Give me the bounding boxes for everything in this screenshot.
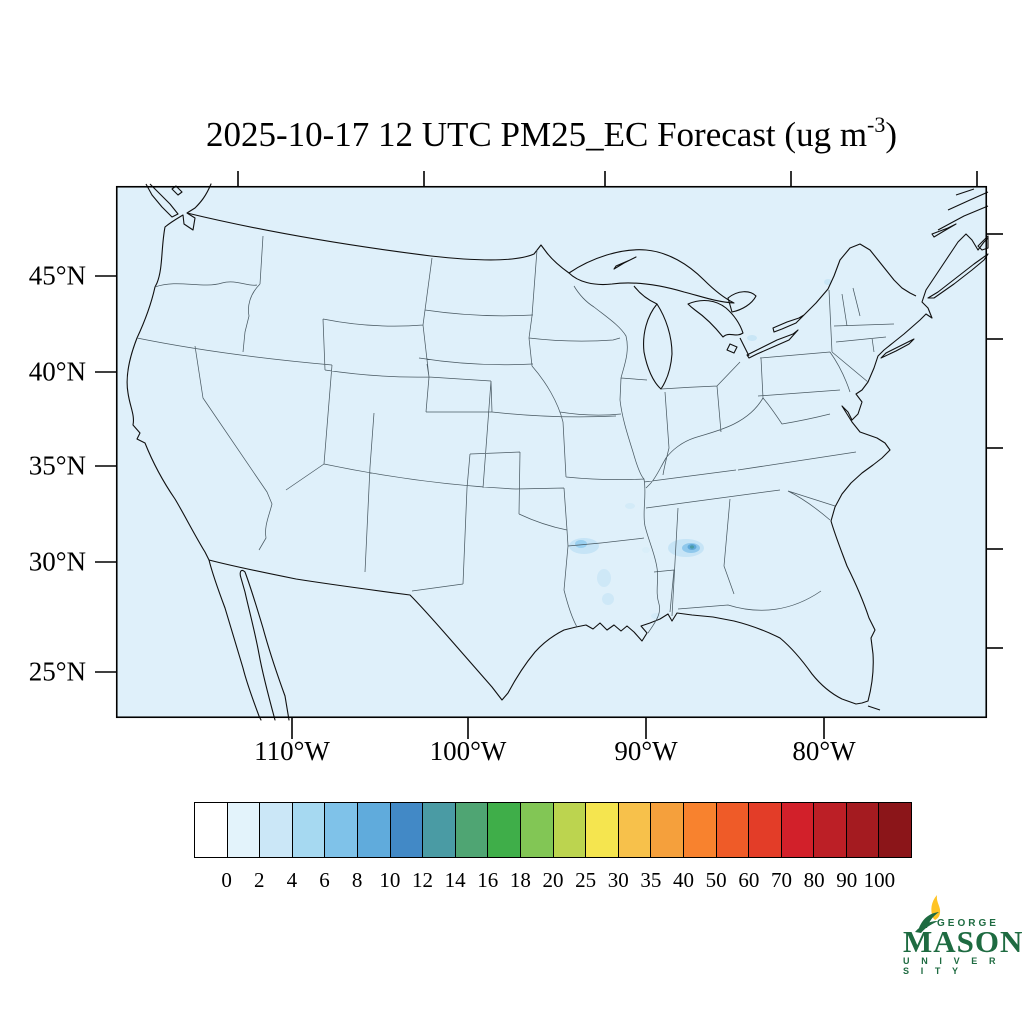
colorbar-label-80: 80 (803, 868, 825, 892)
colorbar-cell-9 (488, 803, 521, 857)
pm25-colorbar (194, 802, 912, 858)
colorbar-cell-1 (227, 803, 261, 857)
colorbar-cell-20 (846, 803, 880, 857)
colorbar-label-40: 40 (673, 868, 695, 892)
colorbar-label-8: 8 (351, 868, 363, 892)
arkansas-plume-core (575, 540, 587, 548)
map-frame (115, 185, 988, 719)
lon-label-90°W: 90°W (614, 736, 678, 766)
map-area (116, 186, 987, 718)
state-borders-path (136, 235, 895, 634)
lon-label-100°W: 100°W (429, 736, 507, 766)
colorbar-cell-14 (651, 803, 684, 857)
lat-label-40°N: 40°N (28, 356, 86, 387)
colorbar-label-2: 2 (254, 868, 265, 892)
colorbar-cell-19 (814, 803, 847, 857)
logo-text-university: U N I V E R S I T Y (903, 956, 1001, 976)
colorbar-label-90: 90 (836, 868, 858, 892)
colorbar-label-4: 4 (286, 868, 298, 892)
colorbar-label-10: 10 (379, 868, 401, 892)
lon-label-110°W: 110°W (254, 736, 330, 766)
arkansas-north-spot (625, 503, 635, 509)
figure-title-close: ) (885, 115, 898, 154)
mississippi-spot (642, 547, 650, 553)
colorbar-label-35: 35 (640, 868, 662, 892)
map-ocean-land-fill (116, 186, 987, 718)
figure-title-exponent: -3 (867, 112, 886, 137)
logo-text-mason: MASON (903, 924, 1024, 959)
colorbar-label-16: 16 (477, 868, 499, 892)
colorbar-label-0: 0 (221, 868, 232, 892)
colorbar-cell-5 (357, 803, 391, 857)
lat-label-30°N: 30°N (28, 546, 86, 577)
colorbar-label-60: 60 (738, 868, 760, 892)
lake-erie-spot (747, 335, 757, 341)
colorbar-cell-12 (586, 803, 619, 857)
logo-text-george: GEORGE (937, 918, 999, 929)
colorbar-label-100: 100 (863, 868, 896, 892)
colorbar-label-18: 18 (509, 868, 531, 892)
gmu-flame-icon (915, 895, 941, 933)
colorbar-label-20: 20 (542, 868, 564, 892)
islands-path (145, 183, 989, 711)
lat-label-25°N: 25°N (28, 656, 86, 687)
colorbar-label-12: 12 (411, 868, 433, 892)
colorbar-cell-15 (683, 803, 717, 857)
louisiana-plume-south (602, 593, 614, 605)
louisiana-plume-north (597, 569, 611, 587)
colorbar-label-14: 14 (444, 868, 466, 892)
colorbar-cell-0 (195, 803, 228, 857)
lat-label-45°N: 45°N (28, 260, 86, 291)
figure-title-main: 2025-10-17 12 UTC PM25_EC Forecast (ug m (205, 115, 868, 154)
colorbar-cell-21 (879, 803, 912, 857)
colorbar-cell-13 (618, 803, 652, 857)
colorbar-cell-7 (423, 803, 456, 857)
colorbar-cell-11 (553, 803, 587, 857)
colorbar-cell-10 (520, 803, 554, 857)
colorbar-cell-4 (325, 803, 358, 857)
colorbar-cell-18 (781, 803, 815, 857)
colorbar-cell-6 (390, 803, 424, 857)
colorbar-cell-3 (292, 803, 326, 857)
lat-label-35°N: 35°N (28, 450, 86, 481)
colorbar-cell-8 (455, 803, 489, 857)
pm25-plume-layer (569, 279, 832, 619)
colorbar-value-labels: 0 2 4 6 8 10 12 14 16 18 20 25 30 35 40 50 60 70 80 90 100 (194, 868, 912, 894)
colorbar-label-6: 6 (319, 868, 330, 892)
colorbar-label-25: 25 (575, 868, 597, 892)
colorbar-label-30: 30 (607, 868, 629, 892)
george-mason-logo: GEORGE MASON U N I V E R S I T Y (897, 894, 1022, 976)
colorbar-cell-17 (749, 803, 782, 857)
colorbar-label-50: 50 (705, 868, 727, 892)
colorbar-cell-2 (260, 803, 293, 857)
alabama-plume-peak (690, 545, 694, 549)
coastline-path (126, 183, 989, 721)
lon-label-80°W: 80°W (792, 736, 856, 766)
colorbar-label-70: 70 (770, 868, 792, 892)
colorbar-cell-16 (716, 803, 750, 857)
figure-title: 2025-10-17 12 UTC PM25_EC Forecast (ug m… (116, 112, 987, 155)
